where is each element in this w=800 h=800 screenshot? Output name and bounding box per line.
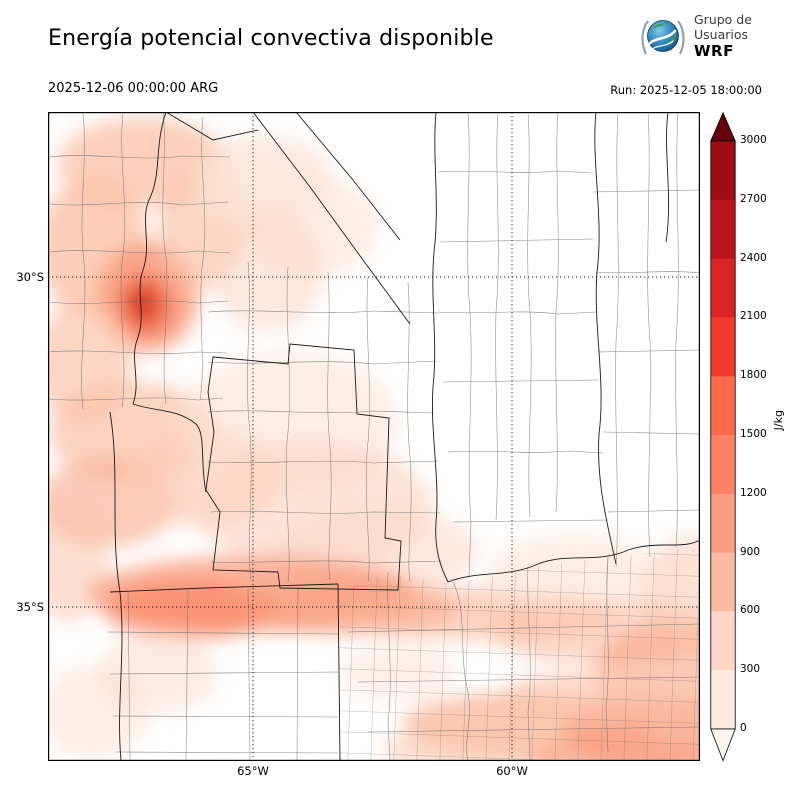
wrf-logo: Grupo de Usuarios WRF	[638, 12, 752, 62]
lon-label-65w: 65°W	[237, 764, 269, 778]
cape-map	[48, 112, 700, 761]
colorbar-units-label: J/kg	[772, 410, 785, 431]
run-time: Run: 2025-12-05 18:00:00	[610, 83, 762, 97]
lat-label-30s: 30°S	[16, 270, 44, 284]
province-boundaries	[109, 112, 700, 761]
map-border	[48, 112, 700, 761]
buenos-aires-departments	[340, 542, 700, 761]
grid-lines	[48, 112, 700, 761]
logo-text-line2: Usuarios	[694, 27, 749, 43]
globe-icon	[641, 20, 685, 55]
colorbar	[710, 112, 736, 762]
colorbar-under-arrow	[710, 728, 736, 762]
colorbar-tick: 1500	[740, 428, 767, 440]
colorbar-tick: 2100	[740, 310, 767, 322]
colorbar-tick: 3000	[740, 134, 767, 146]
colorbar-tick: 2700	[740, 193, 767, 205]
department-boundaries	[48, 112, 700, 761]
colorbar-tick: 0	[740, 722, 747, 734]
page-title: Energía potencial convectiva disponible	[48, 26, 494, 51]
lon-label-60w: 60°W	[496, 764, 528, 778]
colorbar-tick: 600	[740, 604, 761, 616]
colorbar-tick: 2400	[740, 252, 767, 264]
colorbar-tick: 1800	[740, 369, 767, 381]
lat-label-35s: 35°S	[16, 600, 44, 614]
logo-text-line1: Grupo de	[694, 12, 752, 28]
colorbar-tick: 1200	[740, 487, 767, 499]
logo-text-wrf: WRF	[694, 41, 734, 60]
valid-time: 2025-12-06 00:00:00 ARG	[48, 81, 219, 96]
colorbar-tick: 900	[740, 546, 761, 558]
colorbar-bands	[710, 141, 736, 730]
colorbar-tick: 300	[740, 663, 761, 675]
colorbar-over-arrow	[710, 112, 736, 142]
